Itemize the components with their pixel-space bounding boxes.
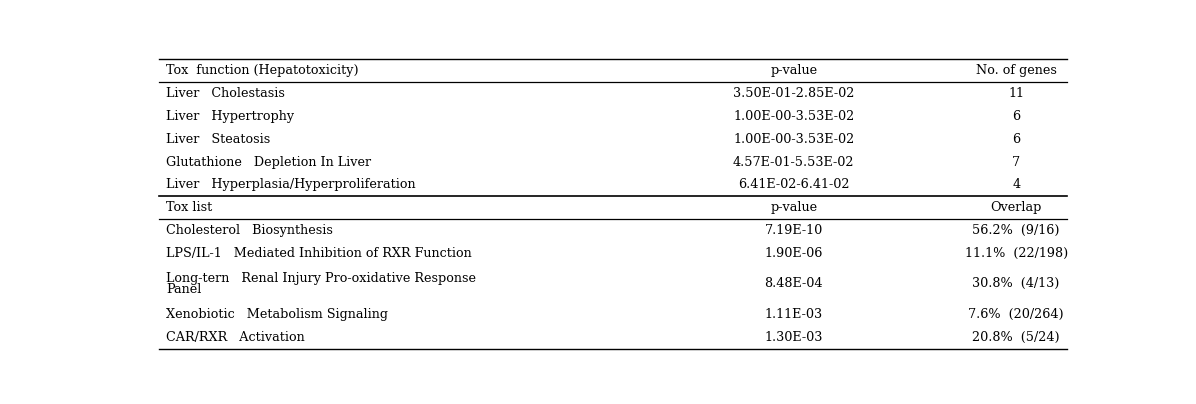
Text: 6.41E-02-6.41-02: 6.41E-02-6.41-02: [738, 178, 849, 191]
Text: Panel: Panel: [166, 283, 202, 296]
Text: 30.8%  (4/13): 30.8% (4/13): [972, 277, 1060, 290]
Text: Glutathione   Depletion In Liver: Glutathione Depletion In Liver: [166, 156, 371, 168]
Text: 1.00E-00-3.53E-02: 1.00E-00-3.53E-02: [733, 110, 854, 123]
Text: 3.50E-01-2.85E-02: 3.50E-01-2.85E-02: [733, 87, 854, 100]
Text: Long-tern   Renal Injury Pro-oxidative Response: Long-tern Renal Injury Pro-oxidative Res…: [166, 272, 476, 285]
Text: 7: 7: [1012, 156, 1020, 168]
Text: 1.90E-06: 1.90E-06: [764, 247, 823, 260]
Text: 8.48E-04: 8.48E-04: [764, 277, 823, 290]
Text: 7.19E-10: 7.19E-10: [764, 224, 823, 237]
Text: p-value: p-value: [770, 201, 817, 214]
Text: Liver   Hypertrophy: Liver Hypertrophy: [166, 110, 294, 123]
Text: p-value: p-value: [770, 64, 817, 77]
Text: 4: 4: [1012, 178, 1020, 191]
Text: Liver   Steatosis: Liver Steatosis: [166, 133, 270, 146]
Text: Liver   Hyperplasia/Hyperproliferation: Liver Hyperplasia/Hyperproliferation: [166, 178, 416, 191]
Text: 1.00E-00-3.53E-02: 1.00E-00-3.53E-02: [733, 133, 854, 146]
Text: 6: 6: [1012, 110, 1020, 123]
Text: 7.6%  (20/264): 7.6% (20/264): [969, 308, 1064, 321]
Text: Tox list: Tox list: [166, 201, 213, 214]
Text: 11.1%  (22/198): 11.1% (22/198): [964, 247, 1068, 260]
Text: 4.57E-01-5.53E-02: 4.57E-01-5.53E-02: [733, 156, 854, 168]
Text: Tox  function (Hepatotoxicity): Tox function (Hepatotoxicity): [166, 64, 359, 77]
Text: No. of genes: No. of genes: [976, 64, 1056, 77]
Text: CAR/RXR   Activation: CAR/RXR Activation: [166, 331, 305, 344]
Text: 56.2%  (9/16): 56.2% (9/16): [972, 224, 1060, 237]
Text: Xenobiotic   Metabolism Signaling: Xenobiotic Metabolism Signaling: [166, 308, 389, 321]
Text: Cholesterol   Biosynthesis: Cholesterol Biosynthesis: [166, 224, 332, 237]
Text: LPS/IL-1   Mediated Inhibition of RXR Function: LPS/IL-1 Mediated Inhibition of RXR Func…: [166, 247, 472, 260]
Text: 20.8%  (5/24): 20.8% (5/24): [972, 331, 1060, 344]
Text: Liver   Cholestasis: Liver Cholestasis: [166, 87, 285, 100]
Text: 1.11E-03: 1.11E-03: [764, 308, 823, 321]
Text: 11: 11: [1008, 87, 1024, 100]
Text: 1.30E-03: 1.30E-03: [764, 331, 823, 344]
Text: Overlap: Overlap: [990, 201, 1042, 214]
Text: 6: 6: [1012, 133, 1020, 146]
